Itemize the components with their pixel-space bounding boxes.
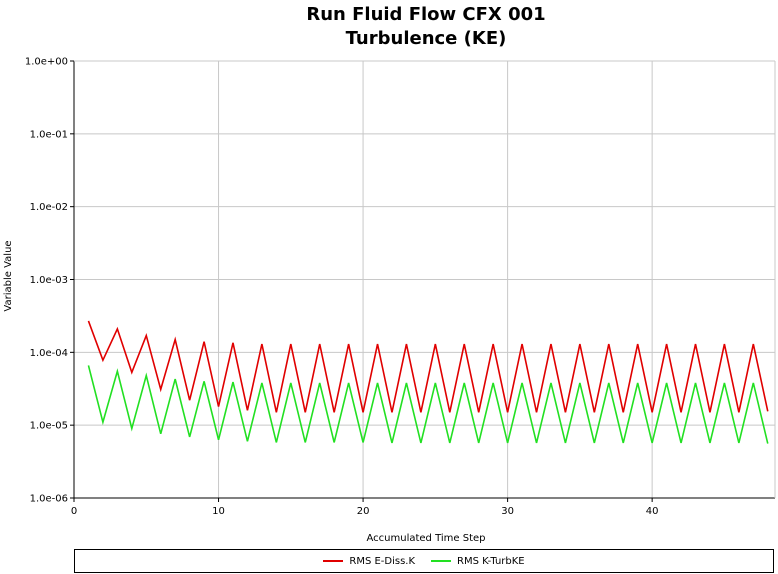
x-tick-label: 0 — [71, 506, 77, 517]
legend-swatch-k-turbke — [431, 560, 452, 562]
y-tick-label: 1.0e-03 — [30, 275, 68, 286]
y-tick-label: 1.0e+00 — [25, 57, 68, 68]
series-line-rms-k-turbke — [87, 365, 769, 444]
series-line-rms-e-diss-k — [87, 320, 769, 413]
x-axis-label: Accumulated Time Step — [366, 533, 485, 544]
gridlines — [74, 60, 775, 499]
chart-title-line-2: Turbulence (KE) — [346, 28, 507, 49]
x-tick-label: 30 — [501, 506, 514, 517]
y-tick-label: 1.0e-05 — [30, 421, 68, 432]
tick-labels: 1.0e-06 1.0e-05 1.0e-04 1.0e-03 1.0e-02 1.0e-… — [25, 57, 659, 518]
legend-label-e-diss: RMS E-Diss.K — [349, 555, 416, 567]
y-tick-label: 1.0e-02 — [30, 202, 68, 213]
legend-entry-e-diss: RMS E-Diss.K — [323, 556, 415, 567]
y-axis-label: Variable Value — [3, 240, 14, 311]
x-tick-label: 40 — [646, 506, 659, 517]
series-layer — [87, 320, 769, 444]
axes — [70, 60, 776, 502]
legend-entry-k-turbke: RMS K-TurbKE — [431, 556, 525, 567]
legend: RMS E-Diss.K RMS K-TurbKE — [74, 549, 774, 573]
legend-swatch-e-diss — [323, 560, 344, 562]
x-tick-label: 10 — [212, 506, 225, 517]
chart-title-line-1: Run Fluid Flow CFX 001 — [306, 4, 545, 25]
x-tick-label: 20 — [357, 506, 370, 517]
legend-label-k-turbke: RMS K-TurbKE — [457, 555, 525, 567]
y-tick-label: 1.0e-04 — [30, 348, 68, 359]
y-tick-label: 1.0e-01 — [30, 129, 68, 140]
y-tick-label: 1.0e-06 — [30, 494, 68, 505]
